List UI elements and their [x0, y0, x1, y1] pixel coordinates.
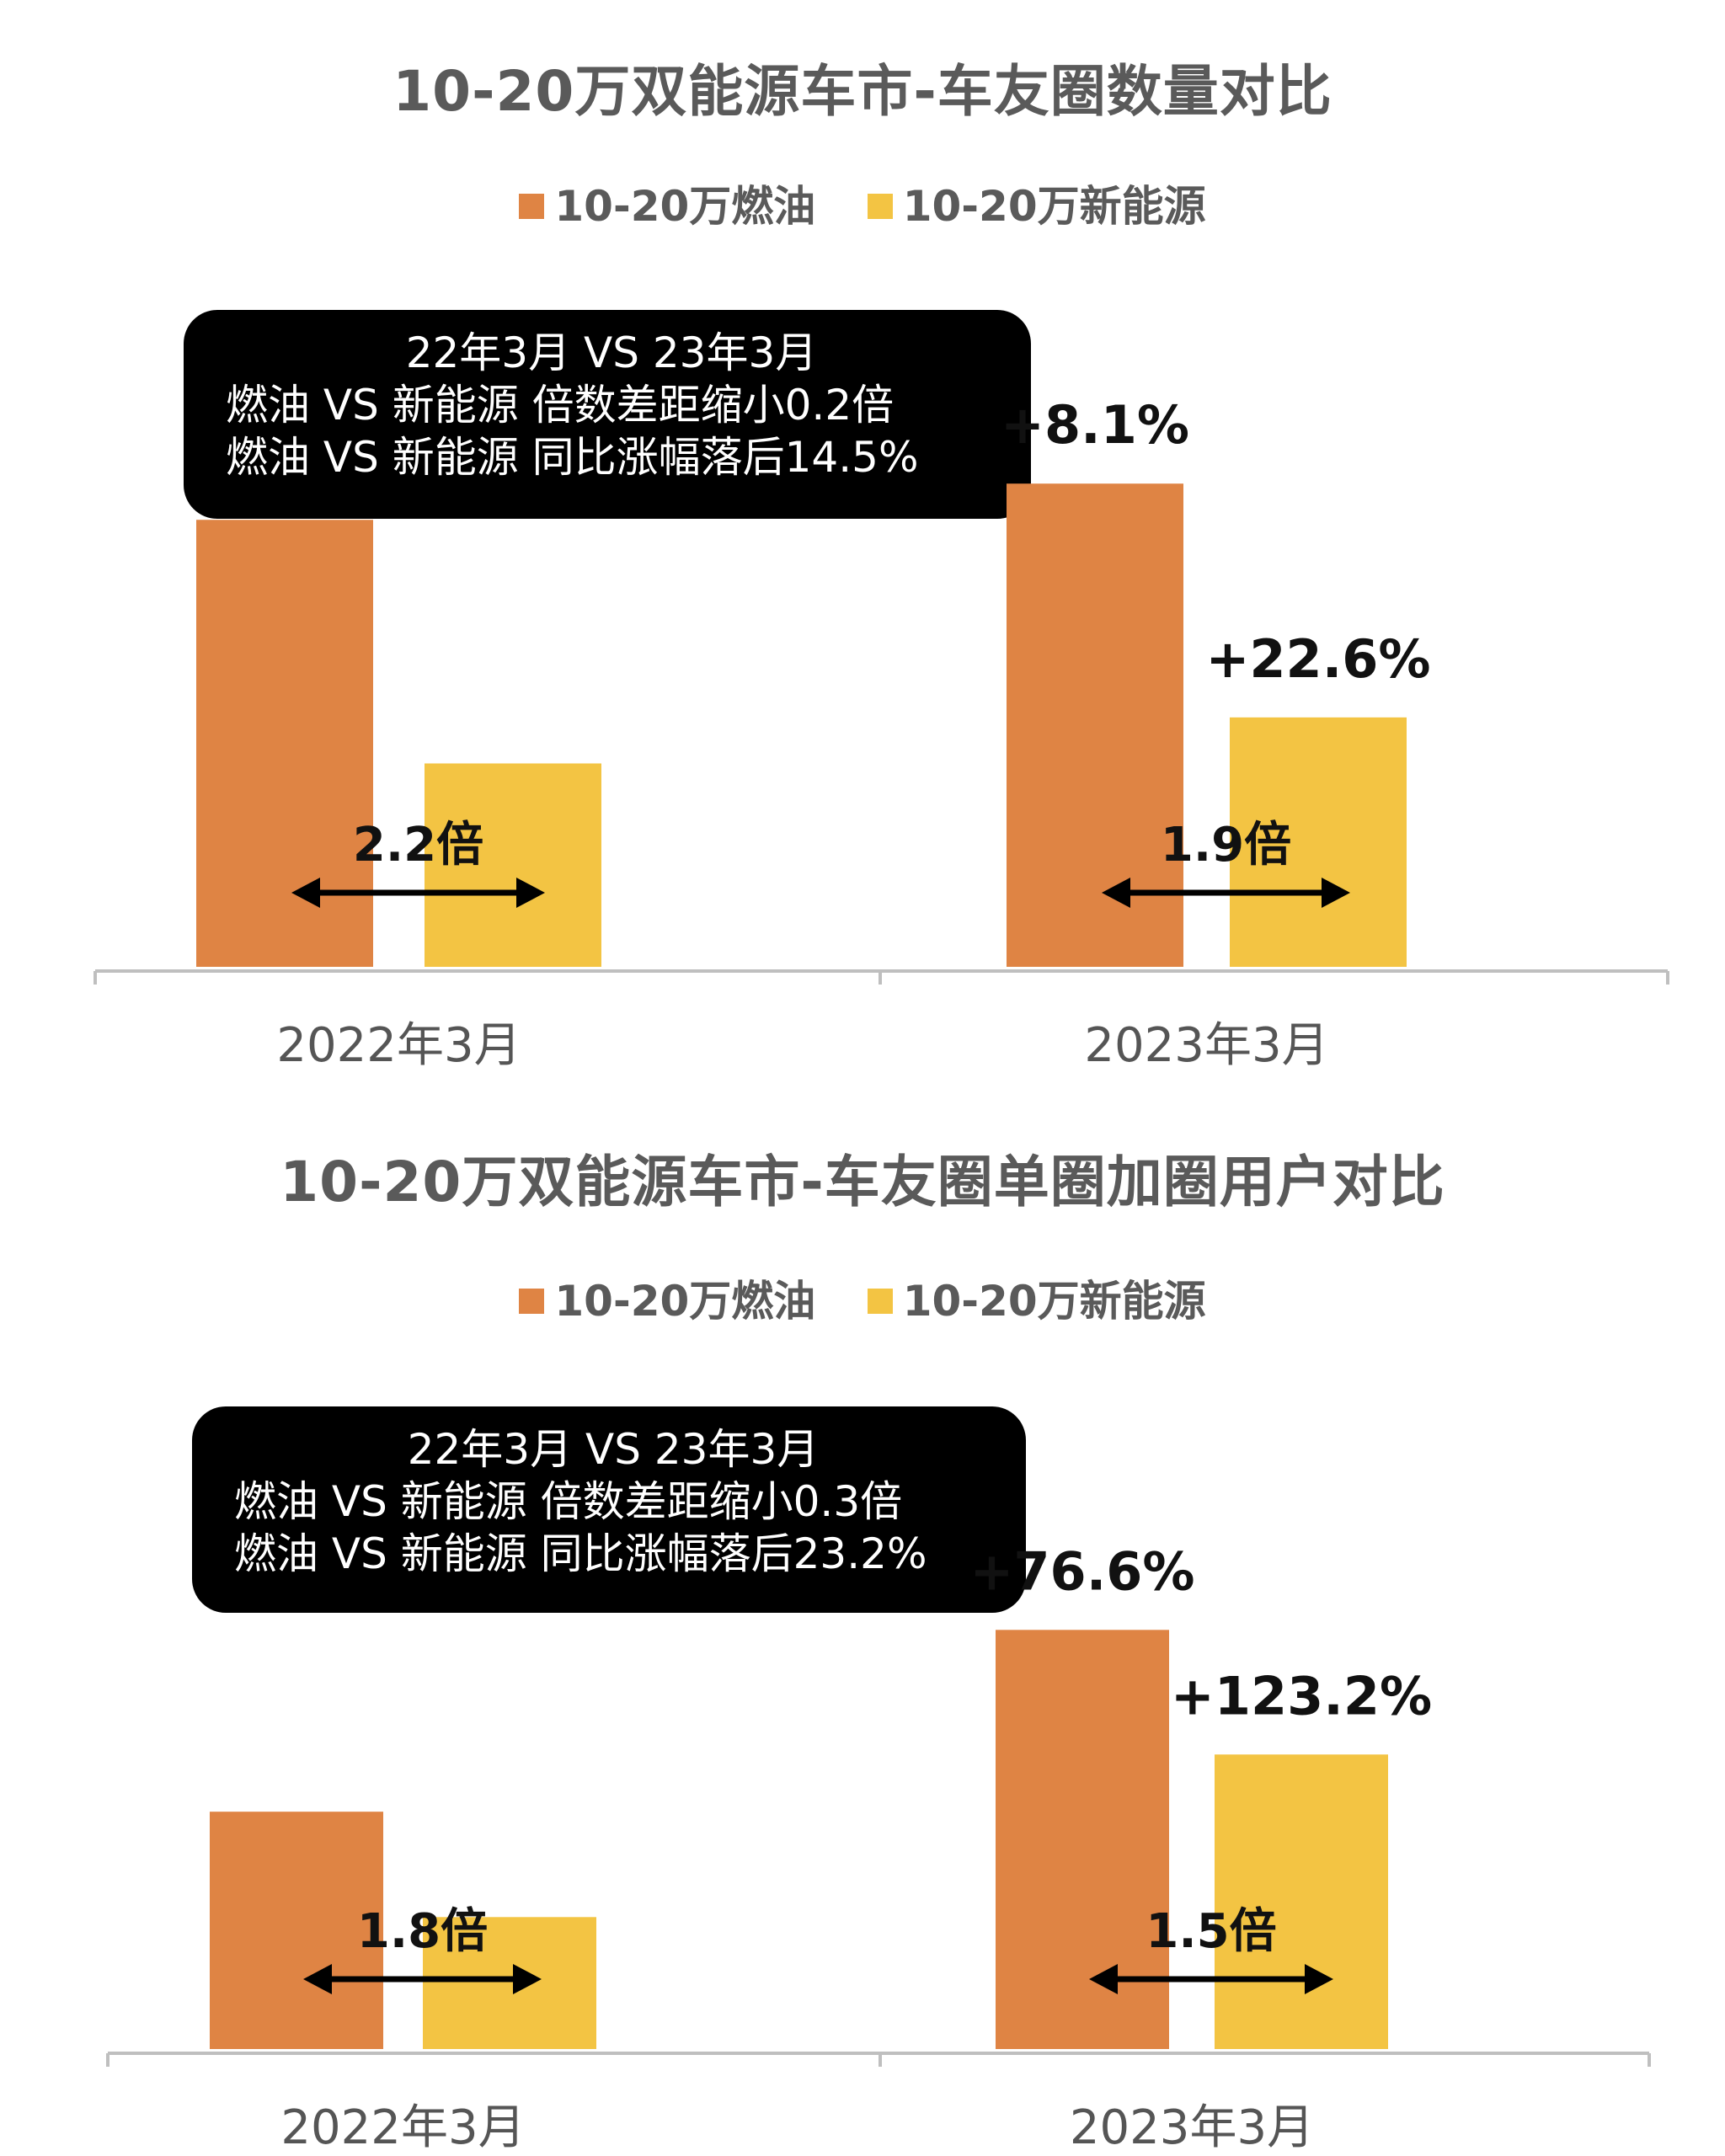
- growth-label: +8.1%: [1001, 394, 1189, 456]
- legend-swatch-fuel: [519, 194, 545, 219]
- bar-fuel: [210, 1812, 383, 2049]
- x-tick-label: 2022年3月: [280, 2100, 525, 2155]
- bar-nev: [425, 763, 601, 967]
- annotation-box: 22年3月 VS 23年3月 燃油 VS 新能源 倍数差距缩小0.2倍 燃油 V…: [184, 310, 1031, 519]
- bar-nev: [423, 1917, 596, 2049]
- bar-nev: [1230, 717, 1407, 967]
- ratio-label: 1.5倍: [1146, 1904, 1276, 1959]
- ratio-arrowhead-left: [291, 878, 320, 908]
- legend-label-fuel: 10-20万燃油: [554, 1277, 816, 1326]
- annotation-line: 燃油 VS 新能源 倍数差距缩小0.2倍: [226, 381, 895, 430]
- annotation-line: 燃油 VS 新能源 倍数差距缩小0.3倍: [234, 1477, 903, 1526]
- legend-label-nev: 10-20万新能源: [902, 182, 1206, 231]
- legend-item-nev: 10-20万新能源: [867, 173, 1206, 233]
- bar-nev: [1215, 1754, 1388, 2049]
- legend-label-fuel: 10-20万燃油: [554, 182, 816, 231]
- growth-label: +22.6%: [1205, 628, 1430, 690]
- annotation-line: 燃油 VS 新能源 同比涨幅落后14.5%: [226, 433, 919, 482]
- chart-panel-2: 10-20万双能源车市-车友圈单圈加圈用户对比 10-20万燃油 10-20万新…: [0, 1095, 1725, 2156]
- legend: 10-20万燃油 10-20万新能源: [0, 1267, 1725, 1328]
- annotation-line: 22年3月 VS 23年3月: [407, 1425, 820, 1474]
- ratio-arrowhead-right: [516, 878, 545, 908]
- annotation-line: 燃油 VS 新能源 同比涨幅落后23.2%: [234, 1529, 927, 1578]
- annotation-box: 22年3月 VS 23年3月 燃油 VS 新能源 倍数差距缩小0.3倍 燃油 V…: [192, 1406, 1026, 1613]
- bar-fuel: [1007, 483, 1183, 967]
- ratio-label: 2.2倍: [353, 818, 483, 873]
- plot-area: 2022年3月 1.8倍 2023年3月 1.5倍 +76.6% +123.2%: [106, 1540, 1651, 2155]
- growth-label: +76.6%: [969, 1540, 1194, 1602]
- x-tick-label: 2022年3月: [276, 1018, 521, 1073]
- ratio-arrowhead-right: [1322, 878, 1350, 908]
- legend-label-nev: 10-20万新能源: [902, 1277, 1206, 1326]
- legend-swatch-nev: [867, 1289, 893, 1314]
- annotation-line: 22年3月 VS 23年3月: [405, 328, 818, 377]
- legend-item-fuel: 10-20万燃油: [519, 173, 815, 233]
- legend: 10-20万燃油 10-20万新能源: [0, 173, 1725, 233]
- ratio-arrowhead-left: [303, 1964, 332, 1994]
- x-tick-label: 2023年3月: [1070, 2100, 1314, 2155]
- chart-title: 10-20万双能源车市-车友圈数量对比: [393, 59, 1332, 124]
- ratio-label: 1.8倍: [357, 1904, 488, 1959]
- x-tick-label: 2023年3月: [1084, 1018, 1328, 1073]
- bar-fuel: [196, 520, 373, 967]
- legend-swatch-nev: [867, 194, 893, 219]
- bar-fuel: [996, 1630, 1169, 2049]
- growth-label: +123.2%: [1171, 1665, 1432, 1726]
- ratio-arrowhead-left: [1102, 878, 1130, 908]
- legend-item-nev: 10-20万新能源: [867, 1267, 1206, 1328]
- legend-item-fuel: 10-20万燃油: [519, 1267, 815, 1328]
- ratio-arrowhead-right: [513, 1964, 542, 1994]
- chart-panel-1: 10-20万双能源车市-车友圈数量对比 10-20万燃油 10-20万新能源 2…: [0, 59, 1725, 1073]
- chart-title: 10-20万双能源车市-车友圈单圈加圈用户对比: [280, 1150, 1445, 1214]
- legend-swatch-fuel: [519, 1289, 545, 1314]
- ratio-label: 1.9倍: [1161, 818, 1291, 873]
- plot-area: 2022年3月 2.2倍 2023年3月 1.9倍 +8.1% +22.6%: [93, 394, 1669, 1073]
- ratio-arrowhead-left: [1089, 1964, 1118, 1994]
- ratio-arrowhead-right: [1305, 1964, 1333, 1994]
